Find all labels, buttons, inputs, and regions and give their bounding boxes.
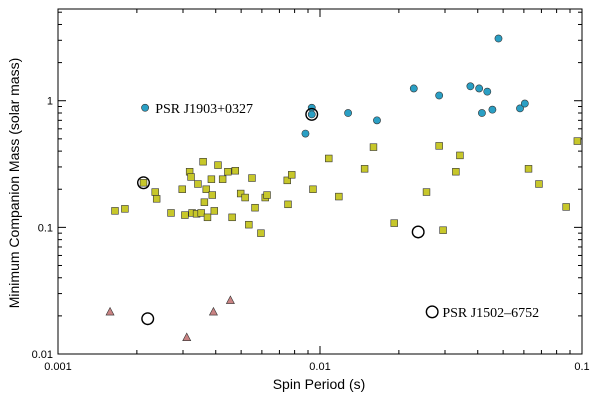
y-axis-title: Minimum Companion Mass (solar mass) xyxy=(6,58,22,309)
triangle-point xyxy=(225,295,235,304)
circle-point xyxy=(435,91,444,100)
square-point xyxy=(456,151,464,160)
highlight-ring xyxy=(305,107,319,121)
square-point xyxy=(151,188,159,196)
square-point xyxy=(422,188,431,196)
highlight-ring xyxy=(141,312,155,326)
x-axis-title: Spin Period (s) xyxy=(273,376,366,392)
square-point xyxy=(309,185,317,193)
square-point xyxy=(390,219,398,227)
axis-ticks: 0.001 0.01 0.10.010.11 xyxy=(32,9,590,373)
square-point xyxy=(360,165,369,173)
y-tick-label: 0.1 xyxy=(38,222,53,234)
circle-point xyxy=(478,109,486,117)
square-point xyxy=(263,191,271,199)
square-point xyxy=(218,175,227,183)
triangle-point xyxy=(208,306,218,316)
square-point xyxy=(139,179,148,187)
annotation-label: PSR J1502–6752 xyxy=(442,306,539,321)
circle-point xyxy=(520,99,529,108)
square-point xyxy=(325,154,333,163)
circle-point xyxy=(141,103,149,112)
circle-point xyxy=(466,82,475,91)
highlight-rings xyxy=(136,107,439,326)
x-tick-label: 0.001 xyxy=(44,361,72,373)
square-point xyxy=(208,191,216,199)
square-point xyxy=(228,213,236,222)
square-point xyxy=(288,171,296,179)
square-point xyxy=(214,161,222,169)
annotations: PSR J1903+0327 PSR J1502–6752 xyxy=(155,102,539,321)
x-tick-label: 0.1 xyxy=(574,361,589,373)
square-point xyxy=(236,189,245,198)
square-point xyxy=(439,226,447,234)
circle-point xyxy=(409,84,418,93)
square-point xyxy=(573,137,582,145)
highlight-ring xyxy=(136,176,150,190)
square-point xyxy=(224,168,232,176)
square-point xyxy=(562,203,570,211)
circle-point xyxy=(307,110,316,119)
square-point xyxy=(203,213,212,222)
square-point xyxy=(200,198,209,206)
circle-point xyxy=(344,109,352,117)
square-point xyxy=(241,193,249,202)
circle-point xyxy=(488,105,497,114)
square-point xyxy=(199,157,207,166)
highlight-ring xyxy=(411,225,425,239)
annotation-label: PSR J1903+0327 xyxy=(155,102,253,117)
triangle-point xyxy=(182,332,192,341)
x-tick-label: 0.01 xyxy=(309,361,330,373)
y-tick-label: 1 xyxy=(47,96,53,108)
circle-point xyxy=(307,103,316,112)
square-point xyxy=(535,180,543,188)
square-point xyxy=(111,207,119,215)
square-point xyxy=(167,209,175,217)
plot-frame xyxy=(57,8,583,355)
square-point xyxy=(178,185,186,193)
square-point xyxy=(194,180,202,188)
square-point xyxy=(257,229,265,237)
square-point xyxy=(197,209,205,217)
square-point xyxy=(284,200,292,209)
square-point xyxy=(231,167,239,175)
plot-border xyxy=(57,8,583,355)
square-point xyxy=(248,174,256,182)
square-point xyxy=(452,168,460,176)
square-point xyxy=(251,203,259,212)
circle-point xyxy=(494,34,503,43)
highlight-ring xyxy=(425,305,439,319)
square-point xyxy=(369,143,378,151)
square-point xyxy=(121,205,129,213)
circle-point xyxy=(475,84,484,93)
square-point xyxy=(207,175,216,183)
triangle-point xyxy=(105,306,115,316)
square-point xyxy=(245,220,253,229)
square-point xyxy=(152,195,161,203)
data-points xyxy=(105,34,582,341)
y-tick-label: 0.01 xyxy=(32,349,53,361)
square-point xyxy=(524,165,533,173)
circle-point xyxy=(516,104,524,113)
circle-point xyxy=(483,87,492,96)
circle-point xyxy=(373,116,381,125)
square-point xyxy=(335,192,343,201)
square-point xyxy=(181,211,189,219)
square-point xyxy=(283,176,291,185)
square-point xyxy=(435,142,443,150)
circle-point xyxy=(301,129,310,138)
square-point xyxy=(202,185,210,193)
square-point xyxy=(210,207,219,215)
square-point xyxy=(187,173,195,181)
